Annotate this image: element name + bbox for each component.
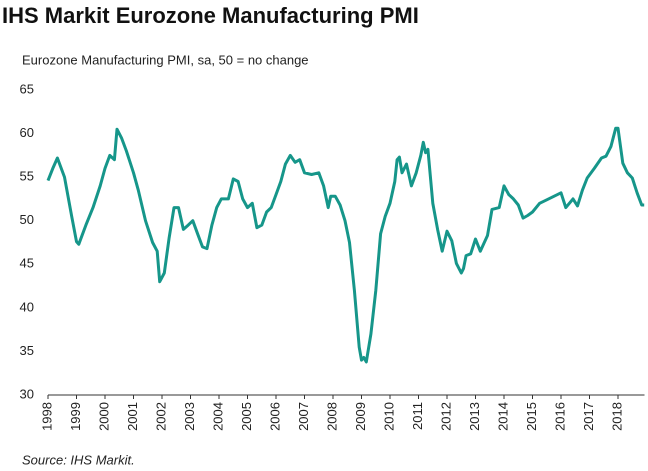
y-tick-label: 45 [20, 256, 34, 271]
x-tick-label: 2012 [438, 402, 453, 431]
x-tick-label: 2011 [410, 402, 425, 430]
x-tick-label: 2008 [324, 402, 339, 431]
x-tick-label: 2002 [153, 402, 168, 431]
x-tick-label: 2014 [495, 402, 510, 431]
x-tick-label: 2017 [581, 402, 596, 431]
x-tick-label: 2007 [296, 402, 311, 431]
chart-title: IHS Markit Eurozone Manufacturing PMI [2, 3, 419, 28]
y-tick-label: 55 [20, 169, 34, 184]
x-tick-label: 2005 [239, 402, 254, 431]
x-tick-label: 2018 [609, 402, 624, 431]
x-tick-label: 2015 [524, 402, 539, 431]
y-tick-label: 35 [20, 343, 34, 358]
pmi-line [46, 126, 645, 364]
x-tick-label: 2003 [182, 402, 197, 431]
x-tick-label: 2013 [467, 402, 482, 431]
y-tick-label: 60 [20, 125, 34, 140]
x-tick-label: 2009 [353, 402, 368, 431]
x-tick-label: 1998 [39, 402, 54, 431]
x-tick-label: 2016 [552, 402, 567, 431]
y-tick-label: 40 [20, 299, 34, 314]
x-tick-label: 2006 [267, 402, 282, 431]
chart-subtitle: Eurozone Manufacturing PMI, sa, 50 = no … [22, 52, 309, 67]
x-tick-label: 2001 [125, 402, 140, 431]
source: Source: IHS Markit. [22, 452, 135, 467]
x-tick-label: 2000 [96, 402, 111, 431]
x-tick-label: 2010 [381, 402, 396, 431]
y-tick-label: 30 [20, 386, 34, 401]
y-tick-label: 65 [20, 81, 34, 96]
x-tick-label: 2004 [210, 402, 225, 431]
y-tick-label: 50 [20, 212, 34, 227]
x-tick-label: 1999 [68, 402, 83, 431]
